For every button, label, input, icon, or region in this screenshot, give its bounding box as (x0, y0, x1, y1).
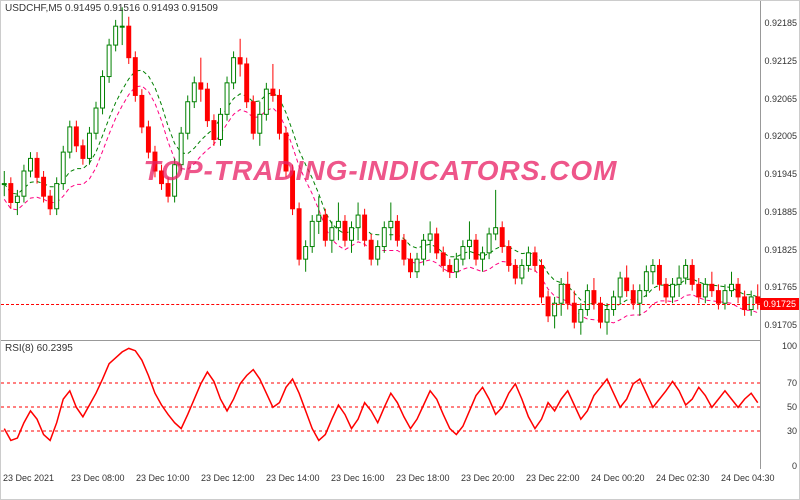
time-tick-label: 23 Dec 2021 (3, 473, 54, 483)
price-tick-label: 0.91885 (764, 207, 797, 217)
price-tick-label: 0.92185 (764, 18, 797, 28)
time-tick-label: 24 Dec 04:30 (721, 473, 775, 483)
time-tick-label: 23 Dec 12:00 (201, 473, 255, 483)
rsi-tick-label: 70 (787, 378, 797, 388)
symbol-timeframe: USDCHF,M5 (5, 3, 62, 14)
time-tick-label: 23 Dec 08:00 (71, 473, 125, 483)
time-axis: 23 Dec 2021 23 Dec 08:00 23 Dec 10:00 23 De… (1, 469, 800, 499)
main-price-chart[interactable]: USDCHF,M5 0.91495 0.91516 0.91493 0.9150… (1, 1, 761, 341)
price-tick-label: 0.92005 (764, 131, 797, 141)
rsi-chart[interactable]: RSI(8) 60.2395 (1, 341, 761, 469)
candlestick-svg (1, 1, 761, 341)
price-axis: 0.91725 0.92185 0.92125 0.92065 0.92005 0.91… (759, 1, 799, 341)
ohlc-values: 0.91495 0.91516 0.91493 0.91509 (65, 3, 218, 14)
time-tick-label: 23 Dec 16:00 (331, 473, 385, 483)
rsi-tick-label: 30 (787, 426, 797, 436)
rsi-svg (1, 341, 761, 469)
rsi-axis: 1007050300 (759, 341, 799, 469)
price-tick-label: 0.91705 (764, 320, 797, 330)
time-tick-label: 24 Dec 00:20 (591, 473, 645, 483)
price-tick-label: 0.92125 (764, 56, 797, 66)
price-tick-label: 0.91765 (764, 282, 797, 292)
rsi-tick-label: 100 (782, 341, 797, 351)
time-tick-label: 23 Dec 14:00 (266, 473, 320, 483)
chart-title: USDCHF,M5 0.91495 0.91516 0.91493 0.9150… (5, 3, 218, 14)
time-tick-label: 24 Dec 02:30 (656, 473, 710, 483)
time-tick-label: 23 Dec 22:00 (526, 473, 580, 483)
price-tick-label: 0.91945 (764, 169, 797, 179)
rsi-tick-label: 50 (787, 402, 797, 412)
time-tick-label: 23 Dec 20:00 (461, 473, 515, 483)
price-tick-label: 0.92065 (764, 94, 797, 104)
price-tick-label: 0.91825 (764, 245, 797, 255)
rsi-title: RSI(8) 60.2395 (5, 343, 73, 354)
time-tick-label: 23 Dec 18:00 (396, 473, 450, 483)
current-price-badge: 0.91725 (760, 298, 799, 310)
time-tick-label: 23 Dec 10:00 (136, 473, 190, 483)
current-price-line (1, 304, 760, 305)
